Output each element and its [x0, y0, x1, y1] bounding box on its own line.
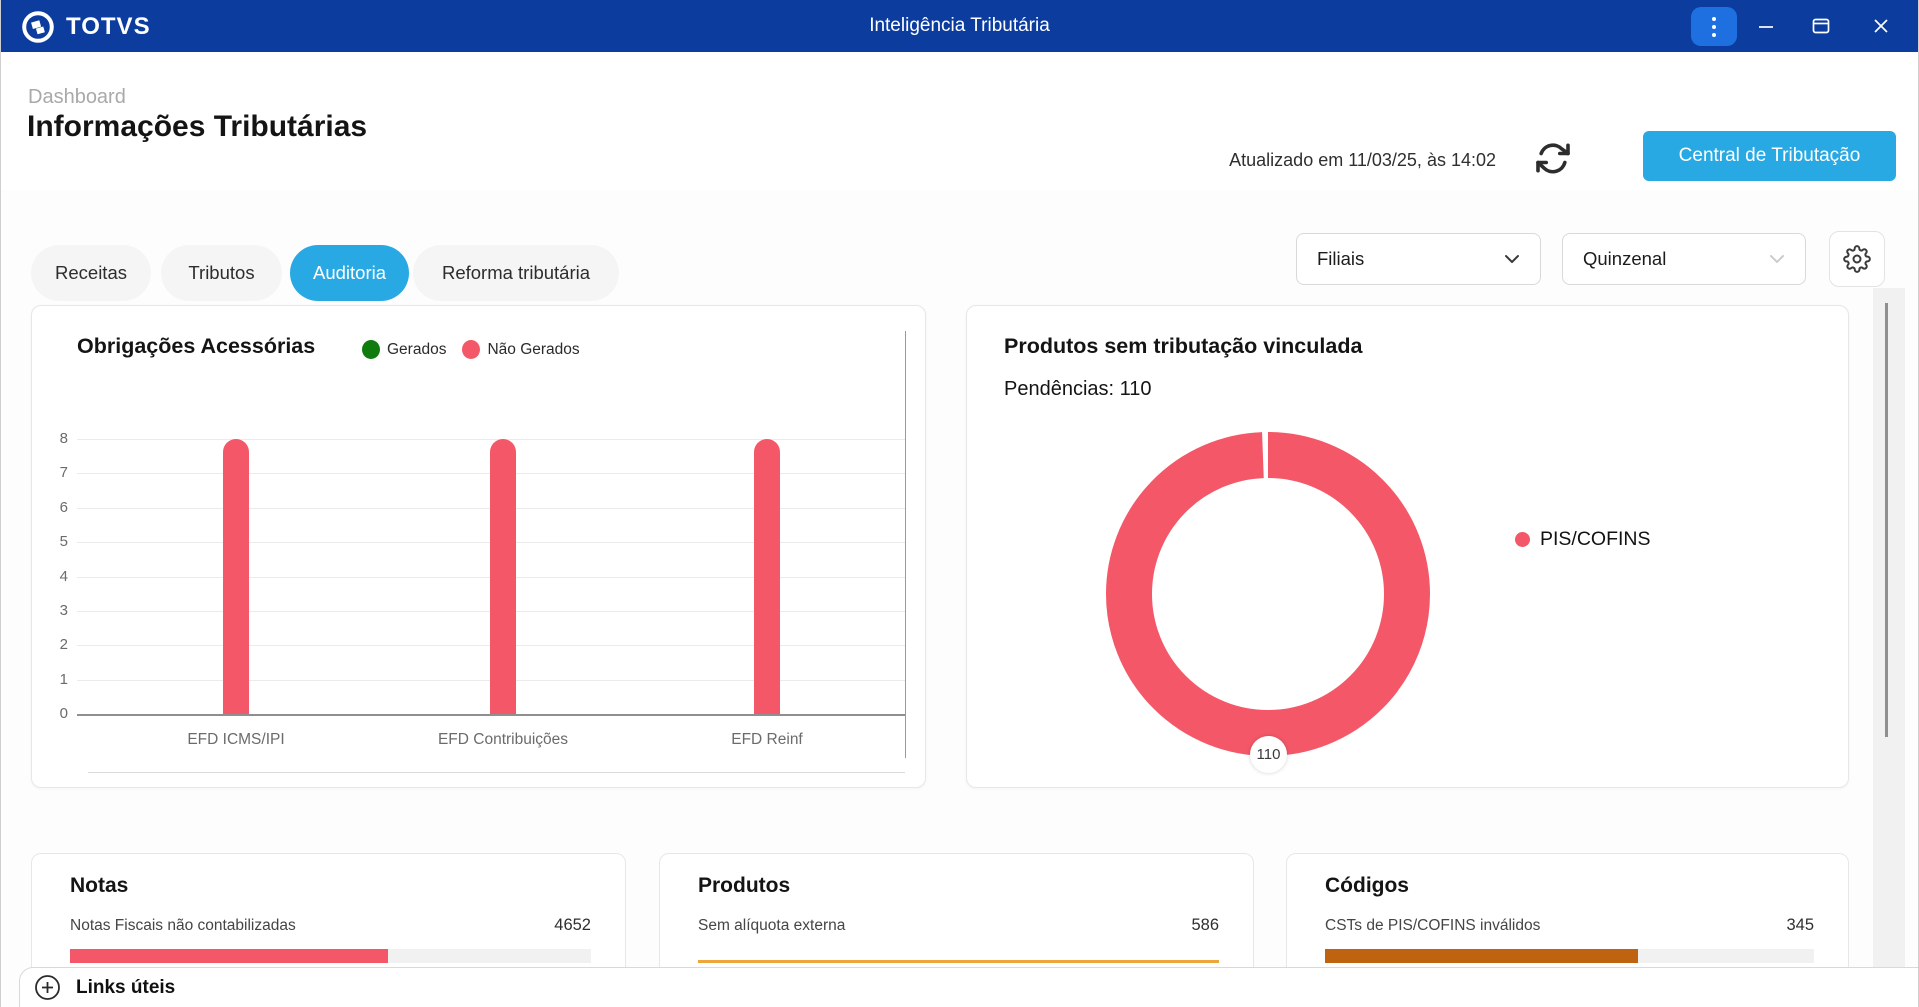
maximize-button[interactable] [1809, 14, 1833, 38]
chart-frame-bottom [88, 772, 905, 773]
y-axis-tick: 2 [59, 636, 68, 654]
vertical-scrollbar-thumb[interactable] [1885, 303, 1888, 737]
plus-circle-icon [35, 975, 60, 1000]
page-title: Informações Tributárias [27, 110, 368, 143]
tab-tributos[interactable]: Tributos [161, 245, 282, 301]
minimize-icon [1759, 26, 1773, 28]
donut-chart [1106, 432, 1430, 756]
progress-fill [1325, 949, 1638, 963]
gear-icon [1843, 245, 1871, 273]
close-button[interactable] [1869, 14, 1893, 38]
progress-bar [70, 947, 591, 963]
y-axis-tick: 1 [59, 670, 68, 688]
maximize-icon [1812, 18, 1830, 34]
card-title: Notas [70, 874, 129, 897]
quinzenal-select-value: Quinzenal [1583, 248, 1667, 269]
breadcrumb: Dashboard [28, 86, 126, 108]
legend-label: Gerados [387, 340, 447, 358]
minimize-button[interactable] [1754, 14, 1778, 38]
legend-dot-red [462, 340, 481, 359]
tab-reforma-tributaria[interactable]: Reforma tributária [413, 245, 619, 301]
x-axis-label: EFD ICMS/IPI [187, 731, 285, 748]
totvs-logo: TOTVS [19, 8, 151, 46]
kebab-menu-button[interactable] [1691, 7, 1737, 46]
chevron-down-icon-disabled [1770, 255, 1784, 263]
card-title: Códigos [1325, 874, 1409, 897]
donut-value-badge: 110 [1250, 736, 1287, 773]
y-axis-tick: 4 [59, 567, 68, 585]
metric-row[interactable]: CSTs de PIS/COFINS inválidos 345 [1325, 916, 1814, 935]
y-axis-tick: 6 [59, 498, 68, 516]
metric-label: CSTs de PIS/COFINS inválidos [1325, 916, 1541, 934]
obrigacoes-acessorias-card: Obrigações Acessórias Gerados Não Gerado… [31, 305, 926, 788]
totvs-logo-text: TOTVS [66, 13, 151, 40]
y-axis-tick: 5 [59, 533, 68, 551]
progress-fill [698, 960, 1219, 963]
legend-dot-green [362, 340, 380, 359]
y-axis-tick: 7 [59, 464, 68, 482]
quinzenal-select[interactable]: Quinzenal [1562, 233, 1806, 285]
donut-subtitle: Pendências: 110 [1004, 378, 1152, 400]
card-title: Produtos [698, 874, 791, 897]
refresh-icon [1536, 143, 1570, 174]
vertical-scrollbar-track[interactable] [1873, 288, 1905, 967]
metric-value: 586 [1191, 916, 1219, 934]
tab-receitas[interactable]: Receitas [31, 245, 151, 301]
close-icon [1874, 19, 1888, 33]
donut-legend-label: PIS/COFINS [1540, 528, 1651, 550]
window-title: Inteligência Tributária [869, 15, 1050, 36]
filiais-select[interactable]: Filiais [1296, 233, 1541, 285]
last-updated-text: Atualizado em 11/03/25, às 14:02 [1229, 150, 1496, 170]
x-axis-label: EFD Contribuições [437, 731, 569, 748]
filiais-select-value: Filiais [1317, 248, 1365, 269]
kebab-icon [1712, 16, 1716, 37]
produtos-sem-tributacao-card: Produtos sem tributação vinculada Pendên… [966, 305, 1849, 788]
y-axis-tick: 3 [59, 601, 68, 619]
progress-fill [70, 949, 388, 963]
bar-não-gerados [223, 439, 249, 714]
tab-auditoria[interactable]: Auditoria [290, 245, 409, 301]
chart-frame-right [905, 331, 906, 758]
refresh-button[interactable] [1535, 140, 1571, 176]
donut-ring [1106, 432, 1430, 756]
settings-button[interactable] [1829, 231, 1885, 287]
progress-bar [1325, 947, 1814, 963]
metric-value: 345 [1786, 916, 1814, 934]
donut-title: Produtos sem tributação vinculada [1004, 334, 1363, 358]
bar-não-gerados [490, 439, 516, 714]
links-uteis-bar[interactable]: Links úteis [19, 967, 1918, 1007]
page-header: Dashboard Informações Tributárias Atuali… [1, 52, 1918, 190]
links-uteis-label: Links úteis [76, 976, 176, 998]
legend-label: Não Gerados [487, 340, 580, 358]
central-tributacao-button[interactable]: Central de Tributação [1643, 131, 1896, 181]
gridline [77, 439, 905, 440]
title-bar: TOTVS Inteligência Tributária [1, 0, 1918, 52]
legend-item-gerados[interactable]: Gerados [362, 340, 446, 359]
metric-row[interactable]: Sem alíquota externa 586 [698, 916, 1219, 935]
bar-chart-plot-area: 0 1 2 3 4 5 6 7 8 EFD ICMS/IPI EFD Contribuições EF… [32, 306, 925, 787]
metric-label: Notas Fiscais não contabilizadas [70, 916, 296, 934]
bar-não-gerados [754, 439, 780, 714]
metric-label: Sem alíquota externa [698, 916, 846, 934]
chart-legend: Gerados Não Gerados [362, 340, 580, 359]
y-axis-tick: 0 [59, 705, 68, 722]
y-axis-tick: 8 [59, 430, 68, 447]
metric-row[interactable]: Notas Fiscais não contabilizadas 4652 [70, 916, 591, 935]
chart-title: Obrigações Acessórias [77, 334, 316, 358]
metric-value: 4652 [554, 916, 591, 934]
x-axis-label: EFD Reinf [731, 731, 803, 748]
progress-bar [698, 947, 1219, 963]
legend-item-nao-gerados[interactable]: Não Gerados [462, 340, 580, 359]
legend-dot-red [1515, 532, 1530, 547]
totvs-logo-icon [22, 11, 54, 43]
chevron-down-icon [1505, 255, 1519, 263]
donut-legend[interactable]: PIS/COFINS [1515, 528, 1651, 551]
gridline [77, 714, 905, 716]
